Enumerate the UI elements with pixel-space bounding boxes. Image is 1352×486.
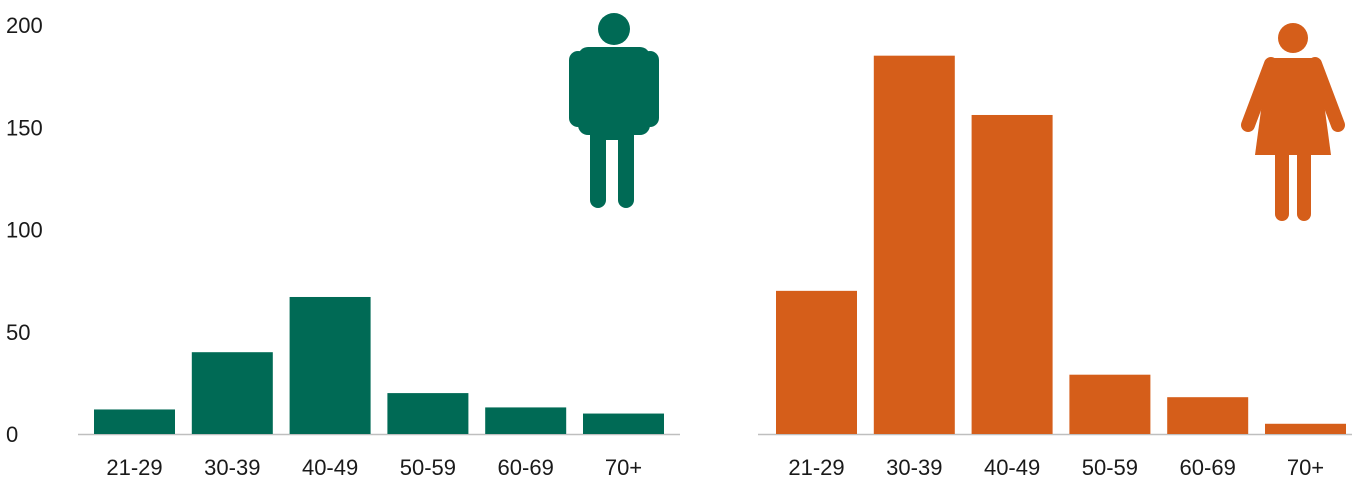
- x-tick-label: 70+: [1287, 455, 1324, 480]
- bar-female-21-29: [776, 290, 857, 434]
- y-tick-label: 150: [6, 115, 43, 140]
- x-tick-label: 60-69: [498, 455, 554, 480]
- bar-male-50-59: [387, 393, 469, 434]
- y-tick-label: 200: [6, 13, 43, 38]
- x-tick-label: 70+: [605, 455, 642, 480]
- y-tick-label: 50: [6, 320, 30, 345]
- x-tick-label: 50-59: [1082, 455, 1138, 480]
- bar-female-70+: [1265, 423, 1346, 434]
- female-figure-icon: [1241, 23, 1345, 221]
- bar-male-70+: [583, 413, 664, 434]
- x-tick-label: 40-49: [302, 455, 358, 480]
- bar-female-50-59: [1069, 374, 1151, 434]
- y-tick-label: 100: [6, 218, 43, 243]
- bar-female-30-39: [873, 55, 955, 435]
- bar-female-40-49: [971, 114, 1053, 434]
- x-tick-label: 60-69: [1180, 455, 1236, 480]
- bar-male-21-29: [94, 409, 175, 434]
- x-tick-label: 21-29: [788, 455, 844, 480]
- x-tick-label: 30-39: [886, 455, 942, 480]
- bar-male-40-49: [289, 296, 371, 434]
- x-tick-label: 30-39: [204, 455, 260, 480]
- male-figure-icon: [569, 13, 659, 208]
- bar-male-60-69: [485, 407, 567, 434]
- y-tick-label: 0: [6, 422, 18, 447]
- x-tick-label: 40-49: [984, 455, 1040, 480]
- x-tick-label: 21-29: [106, 455, 162, 480]
- bar-female-60-69: [1167, 397, 1249, 434]
- x-tick-label: 50-59: [400, 455, 456, 480]
- bar-male-30-39: [191, 352, 273, 434]
